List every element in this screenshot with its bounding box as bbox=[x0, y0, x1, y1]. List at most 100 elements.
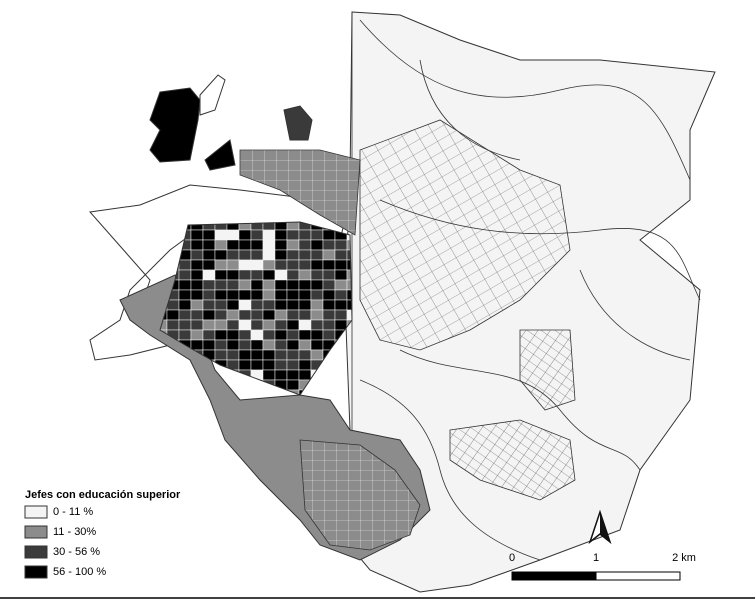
block bbox=[160, 359, 168, 371]
block bbox=[346, 309, 352, 321]
legend-swatch bbox=[24, 545, 48, 559]
block bbox=[298, 329, 312, 341]
block bbox=[190, 309, 204, 321]
block bbox=[334, 249, 348, 261]
legend: 0 - 11 % 11 - 30% 30 - 56 % 56 - 100 % bbox=[24, 505, 106, 579]
block bbox=[166, 379, 180, 391]
block bbox=[274, 299, 288, 311]
block bbox=[238, 379, 252, 391]
legend-label: 11 - 30% bbox=[53, 526, 96, 538]
block bbox=[160, 349, 168, 361]
block bbox=[190, 339, 204, 351]
block bbox=[286, 229, 300, 241]
block bbox=[178, 389, 192, 395]
block bbox=[250, 309, 264, 321]
block bbox=[226, 259, 240, 271]
block bbox=[202, 289, 216, 301]
block bbox=[202, 259, 216, 271]
district-east-grid bbox=[359, 119, 571, 351]
block bbox=[298, 289, 312, 301]
block bbox=[262, 289, 276, 301]
block bbox=[322, 249, 336, 261]
scale-label: 2 km bbox=[672, 552, 696, 564]
block bbox=[334, 289, 348, 301]
block bbox=[226, 239, 240, 251]
block bbox=[334, 359, 348, 371]
block bbox=[238, 259, 252, 271]
block bbox=[310, 239, 324, 251]
block bbox=[214, 279, 228, 291]
district-south-blocks bbox=[299, 439, 421, 551]
block bbox=[286, 289, 300, 301]
block bbox=[214, 329, 228, 341]
block bbox=[214, 229, 228, 241]
block bbox=[214, 289, 228, 301]
block bbox=[226, 319, 240, 331]
block bbox=[226, 269, 240, 281]
block bbox=[310, 299, 324, 311]
block bbox=[166, 309, 180, 321]
block bbox=[334, 269, 348, 281]
block bbox=[334, 259, 348, 271]
block bbox=[334, 299, 348, 311]
block bbox=[250, 249, 264, 261]
block bbox=[322, 329, 336, 341]
block bbox=[262, 239, 276, 251]
block bbox=[286, 259, 300, 271]
block bbox=[274, 279, 288, 291]
block bbox=[310, 289, 324, 301]
block bbox=[310, 249, 324, 261]
block bbox=[274, 359, 288, 371]
block bbox=[238, 309, 252, 321]
block bbox=[202, 229, 216, 241]
block bbox=[160, 369, 168, 381]
block bbox=[250, 269, 264, 281]
block bbox=[238, 249, 252, 261]
block bbox=[178, 279, 192, 291]
block bbox=[310, 329, 324, 341]
block bbox=[322, 369, 336, 381]
block bbox=[310, 359, 324, 371]
block bbox=[346, 259, 352, 271]
block bbox=[178, 329, 192, 341]
block bbox=[226, 339, 240, 351]
block bbox=[334, 389, 348, 395]
block bbox=[238, 229, 252, 241]
block bbox=[202, 249, 216, 261]
block bbox=[214, 309, 228, 321]
legend-swatch bbox=[24, 525, 48, 539]
scale-label: 1 bbox=[593, 552, 599, 564]
block bbox=[322, 279, 336, 291]
block bbox=[190, 319, 204, 331]
block bbox=[322, 389, 336, 395]
district-north-gray bbox=[239, 149, 361, 236]
block bbox=[202, 279, 216, 291]
block bbox=[178, 369, 192, 381]
block bbox=[298, 299, 312, 311]
district-east-grid-2 bbox=[519, 329, 576, 411]
block bbox=[346, 249, 352, 261]
block bbox=[238, 329, 252, 341]
block bbox=[160, 269, 168, 281]
block bbox=[262, 369, 276, 381]
block bbox=[190, 239, 204, 251]
block bbox=[322, 319, 336, 331]
scale-bar bbox=[511, 571, 681, 581]
block bbox=[274, 339, 288, 351]
block bbox=[190, 299, 204, 311]
district-nw-black-2 bbox=[204, 139, 236, 171]
block bbox=[262, 319, 276, 331]
block bbox=[322, 309, 336, 321]
block bbox=[166, 259, 180, 271]
block bbox=[214, 319, 228, 331]
block bbox=[298, 239, 312, 251]
block bbox=[214, 269, 228, 281]
block bbox=[190, 249, 204, 261]
block bbox=[262, 279, 276, 291]
block bbox=[226, 309, 240, 321]
district-nw-black bbox=[149, 87, 201, 163]
block bbox=[238, 269, 252, 281]
block bbox=[250, 239, 264, 251]
block bbox=[262, 349, 276, 361]
